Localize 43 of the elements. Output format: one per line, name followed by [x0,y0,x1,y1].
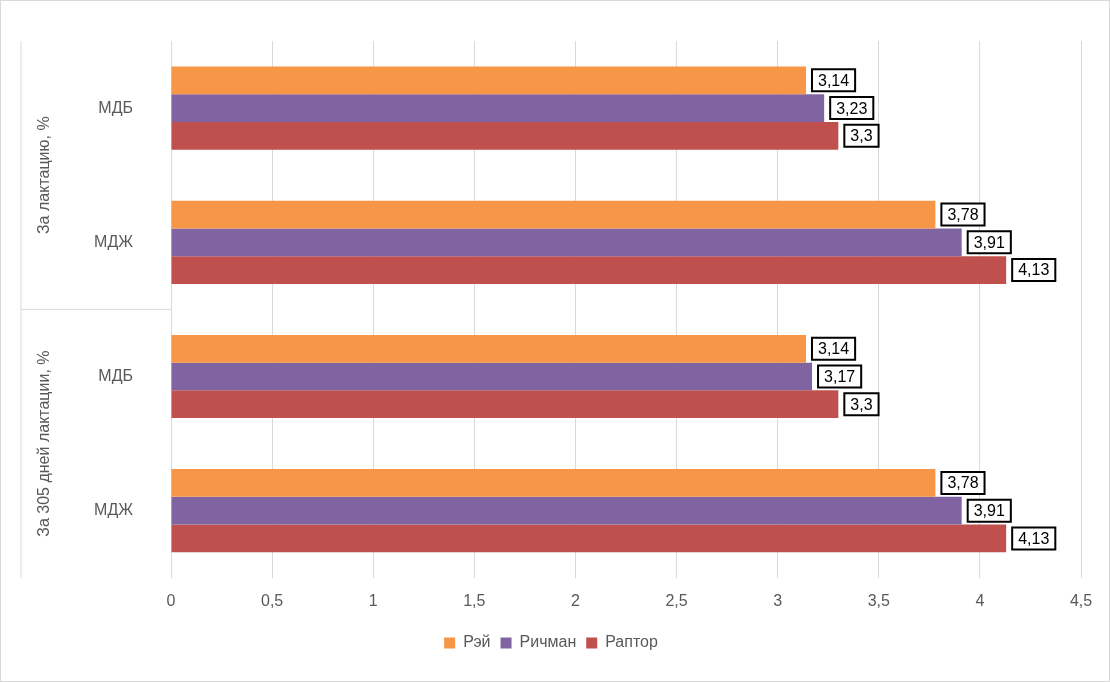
bar [171,469,936,497]
data-label: 4,13 [1018,529,1050,547]
text: За лактацию, % [35,116,53,235]
x-tick-label: 0,5 [260,591,284,609]
text: За 305 дней лактации, % [35,350,53,537]
data-label: 3,23 [836,99,868,117]
y-tick-label: МДБ [98,366,133,384]
data-label: 3,3 [850,395,873,413]
x-tick-label: 1,5 [463,591,486,609]
bar [171,66,806,95]
x-tick-label: 2,5 [665,591,688,609]
data-label: 3,17 [824,367,856,385]
x-tick-label: 4,5 [1069,591,1093,609]
y-tick-label: МДЖ [94,232,134,250]
legend-label: Рэй [463,633,491,651]
bar [171,200,936,229]
bar [171,334,806,363]
x-tick-label: 4 [975,591,985,609]
bar [171,228,962,257]
legend-label: Раптор [605,633,658,651]
x-tick-label: 3,5 [867,591,890,609]
bar [171,256,1007,284]
x-tick-label: 0 [166,591,176,609]
bar [171,390,839,419]
data-label: 3,78 [947,205,979,223]
x-tick-label: 3 [773,591,783,609]
bar [171,94,825,122]
data-label: 4,13 [1018,261,1050,279]
data-label: 3,91 [973,233,1005,251]
data-label: 3,14 [817,71,850,89]
data-label: 3,91 [973,502,1005,520]
legend-label: Ричман [519,633,577,651]
bar [171,362,813,391]
x-tick-label: 1 [368,591,378,609]
x-tick-label: 2 [570,591,580,609]
data-label: 3,78 [947,474,979,492]
data-label: 3,3 [850,127,873,145]
bar [171,496,962,525]
bar [171,121,839,150]
y-tick-label: МДЖ [94,501,134,519]
y-tick-label: МДБ [98,98,133,116]
bar [171,524,1007,553]
data-label: 3,14 [817,340,850,358]
